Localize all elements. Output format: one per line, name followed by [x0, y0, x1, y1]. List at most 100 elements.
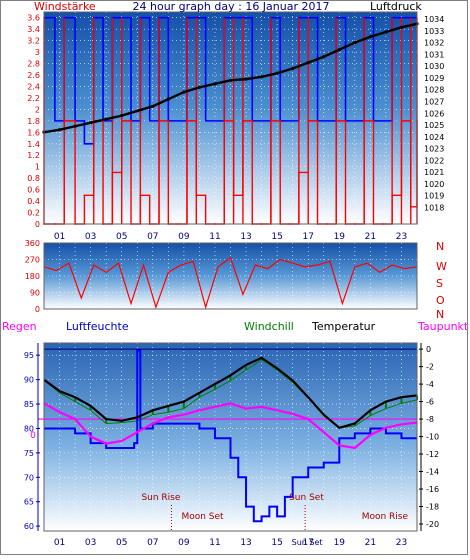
pressure-tick-label: 1024 — [424, 133, 444, 142]
pressure-tick-label: 1030 — [424, 62, 444, 71]
humidity-tick-label: 90 — [24, 376, 34, 385]
pressure-point — [368, 35, 372, 39]
wind-point — [186, 119, 188, 122]
x-tick-label-panel-1: 13 — [240, 232, 251, 242]
wind-tick-label: 0.6 — [27, 186, 40, 195]
windchill-line — [43, 359, 418, 429]
wind-tick-label: 2.2 — [27, 94, 40, 103]
temperature-tick-label: -8 — [426, 415, 434, 424]
windstaerke-label: Windstärke — [34, 0, 96, 13]
temperature-line — [43, 356, 418, 430]
x-tick-label-panel-1: 05 — [116, 232, 127, 242]
axis-labels: 3.6 3.4 3.2 3 2.8 2.6 2.4 2.2 2 1.8 1.6 1.4 1.2 1 0.8 0… — [24, 14, 447, 548]
wind-tick-label: 3.4 — [27, 25, 40, 34]
pressure-tick-label: 1018 — [424, 204, 444, 213]
x-tick-label-panel-1: 23 — [396, 232, 407, 242]
pressure-point — [291, 66, 295, 71]
humidity-tick-label: 75 — [24, 449, 34, 458]
pressure-tick-label: 1023 — [424, 145, 444, 154]
luftfeuchte-label: Luftfeuchte — [66, 320, 129, 333]
windchill-label: Windchill — [244, 320, 294, 333]
temperature-tick-label: -16 — [426, 485, 439, 494]
panel-2-border — [43, 242, 418, 310]
pressure-point — [384, 30, 388, 34]
x-tick-label-panel-1: 19 — [334, 232, 346, 242]
sun-rise-label: Sun Rise — [141, 493, 180, 503]
pressure-point — [275, 71, 279, 75]
humidity-tick-label: 85 — [24, 400, 34, 409]
wind-direction-series — [43, 256, 418, 310]
wind-tick-label: 1 — [35, 163, 40, 172]
pressure-point — [197, 85, 202, 89]
wind-tick-label: 2.8 — [27, 60, 40, 69]
wind-tick-label: 1.4 — [27, 140, 40, 149]
pressure-tick-label: 1020 — [424, 180, 444, 189]
direction-tick-label: 90 — [30, 289, 40, 298]
pressure-point — [151, 104, 155, 108]
humidity-tick-label: 95 — [24, 351, 34, 360]
temperature-tick-label: -14 — [426, 468, 439, 477]
compass-label: O — [436, 294, 445, 307]
pressure-tick-label: 1022 — [424, 156, 444, 165]
direction-tick-label: 360 — [25, 239, 40, 248]
pressure-tick-label: 1031 — [424, 50, 444, 59]
pressure-tick-label: 1029 — [424, 74, 444, 83]
temperature-tick-label: -20 — [426, 520, 439, 529]
x-tick-label-panel-1: 03 — [85, 232, 96, 242]
x-tick-label-panel-3: 07 — [147, 538, 158, 548]
pressure-point — [104, 117, 108, 121]
pressure-series — [42, 22, 419, 134]
pressure-tick-label: 1028 — [424, 86, 444, 95]
pressure-point — [120, 114, 124, 118]
wind-tick-label: 3.6 — [27, 14, 40, 23]
pressure-tick-label: 1027 — [424, 98, 444, 107]
x-tick-label-panel-3: 13 — [240, 538, 251, 548]
x-tick-label-panel-3: 23 — [396, 538, 407, 548]
wind-point — [195, 194, 198, 197]
wind-tick-label: 0.4 — [27, 197, 40, 206]
wind-tick-label: 2.6 — [27, 71, 40, 80]
sun-set-axis-label: Sun Set — [292, 538, 323, 547]
gridlines — [44, 12, 417, 531]
wind-point — [83, 194, 86, 197]
wind-point — [409, 205, 412, 208]
pressure-point — [244, 77, 248, 81]
humidity-tick-label: 60 — [24, 522, 34, 531]
wind-point — [223, 119, 226, 122]
wind-point — [139, 194, 142, 197]
wind-tick-label: 2.4 — [27, 82, 40, 91]
sun-set-label: Sun Set — [289, 493, 324, 503]
compass-label: W — [436, 260, 447, 273]
temperature-tick-label: -10 — [426, 433, 439, 442]
moon-set-label: Moon Set — [181, 512, 224, 522]
wind-tick-label: 1.8 — [27, 117, 40, 126]
pressure-point — [259, 75, 264, 79]
wind-point — [232, 194, 235, 197]
pressure-tick-label: 1034 — [424, 15, 444, 24]
compass-label: S — [436, 277, 443, 290]
gust-line — [44, 16, 417, 145]
pressure-tick-label: 1032 — [424, 39, 444, 48]
wind-point — [400, 119, 403, 122]
wind-tick-label: 2 — [35, 105, 40, 114]
humidity-line — [44, 349, 417, 523]
wind-tick-label: 3.2 — [27, 37, 40, 46]
pressure-point — [353, 41, 357, 45]
x-tick-label-panel-3: 03 — [85, 538, 96, 548]
pressure-point — [89, 121, 93, 125]
wind-tick-label: 0.8 — [27, 174, 40, 183]
x-tick-label-panel-1: 21 — [365, 232, 376, 242]
wind-point — [111, 171, 114, 174]
pressure-point — [73, 124, 77, 128]
temperature-tick-label: -12 — [426, 450, 439, 459]
temperature-tick-label: -6 — [426, 398, 434, 407]
pressure-point — [57, 128, 62, 132]
rain-value: 0 — [30, 431, 36, 441]
moon-rise-label: Moon Rise — [362, 512, 409, 522]
temperature-tick-label: -4 — [426, 380, 434, 389]
wind-tick-label: 0 — [35, 220, 40, 229]
x-tick-label-panel-1: 01 — [54, 232, 65, 242]
